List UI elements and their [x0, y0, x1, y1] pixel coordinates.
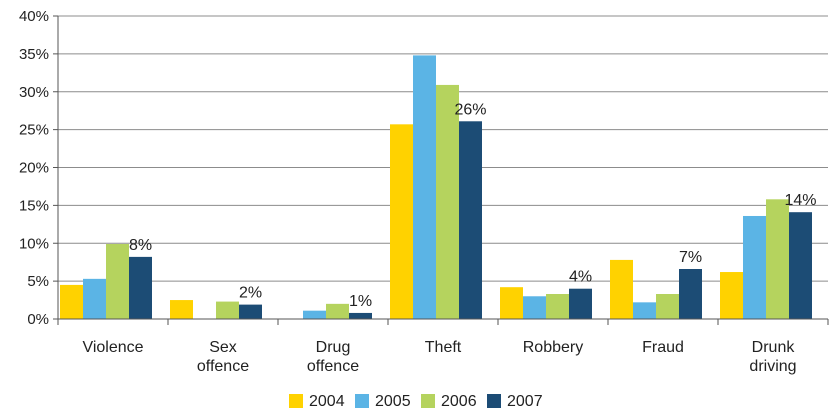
bar-2007 — [459, 121, 482, 319]
legend-label: 2005 — [375, 393, 411, 410]
bar-2004 — [390, 124, 413, 319]
legend-label: 2004 — [309, 393, 345, 410]
bar-2006 — [546, 294, 569, 319]
bar-2006 — [656, 294, 679, 319]
category-label-line: Theft — [425, 339, 462, 356]
data-label: 8% — [129, 237, 152, 254]
category-label: Drunk driving — [749, 339, 796, 375]
bar-2004 — [720, 272, 743, 319]
category-label: Theft — [425, 339, 462, 356]
category-label-line: Drug — [316, 339, 351, 356]
bar-2005 — [83, 278, 106, 319]
y-tick-label: 10% — [19, 235, 49, 252]
category-label-line: Robbery — [523, 339, 583, 356]
category-label-line: Drunk — [752, 339, 796, 356]
bar-2006 — [436, 84, 459, 320]
data-label: 2% — [239, 285, 262, 302]
y-tick-label: 20% — [19, 160, 49, 177]
y-tick-label: 5% — [27, 273, 49, 290]
bar-2005 — [633, 302, 656, 319]
category-label-line: offence — [197, 358, 249, 375]
y-tick-label: 0% — [27, 311, 49, 328]
category-label: Violence — [82, 339, 143, 356]
category-label-line: driving — [749, 358, 796, 375]
category-label: Drug offence — [307, 339, 359, 375]
legend-swatch-2004 — [289, 394, 303, 408]
bar-2004 — [500, 287, 523, 319]
legend-swatch-2005 — [355, 394, 369, 408]
category-label: Fraud — [642, 339, 684, 356]
legend-label: 2007 — [507, 393, 543, 410]
category-labels: Violence Sex offence Drug offence Theft Robber… — [82, 339, 796, 375]
bar-2005 — [413, 55, 436, 319]
legend-label: 2006 — [441, 393, 477, 410]
bar-2006 — [216, 301, 239, 319]
category-label: Sex offence — [197, 339, 249, 375]
data-label: 26% — [454, 101, 486, 118]
category-label-line: Violence — [82, 339, 143, 356]
bars — [60, 55, 812, 320]
bar-2004 — [170, 300, 193, 319]
category-label: Robbery — [523, 339, 583, 356]
legend-swatch-2007 — [487, 394, 501, 408]
y-axis-tick-labels: 0% 5% 10% 15% 20% 25% 30% 35% 40% — [19, 8, 49, 328]
bar-2007 — [349, 312, 372, 319]
bar-2007 — [129, 256, 152, 319]
bar-2005 — [743, 215, 766, 319]
data-label: 14% — [784, 192, 816, 209]
bar-2006 — [326, 303, 349, 319]
legend-swatch-2006 — [421, 394, 435, 408]
data-label: 1% — [349, 293, 372, 310]
y-tick-label: 30% — [19, 84, 49, 101]
data-label: 4% — [569, 269, 592, 286]
bar-2006 — [766, 199, 789, 319]
y-tick-label: 25% — [19, 122, 49, 139]
bar-2004 — [60, 284, 83, 319]
data-label: 7% — [679, 249, 702, 266]
legend: 2004 2005 2006 2007 — [289, 393, 543, 410]
bar-2006 — [106, 244, 129, 319]
data-labels: 8% 2% 1% 26% 4% 7% 14% — [129, 101, 817, 310]
category-label-line: Sex — [209, 339, 237, 356]
y-tick-label: 15% — [19, 197, 49, 214]
y-tick-label: 35% — [19, 46, 49, 63]
axes — [53, 15, 829, 325]
bar-2007 — [569, 288, 592, 319]
bar-2005 — [303, 310, 326, 319]
bar-2007 — [789, 212, 812, 319]
category-label-line: Fraud — [642, 339, 684, 356]
bar-2007 — [239, 304, 262, 319]
bar-2005 — [523, 296, 546, 319]
category-label-line: offence — [307, 358, 359, 375]
bar-2007 — [679, 269, 702, 319]
bar-2004 — [610, 259, 633, 319]
y-tick-label: 40% — [19, 8, 49, 25]
